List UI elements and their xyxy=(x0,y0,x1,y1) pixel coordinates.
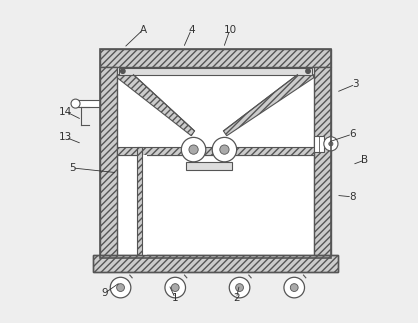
Circle shape xyxy=(120,69,125,73)
Circle shape xyxy=(291,284,298,291)
Bar xyxy=(137,147,143,255)
Text: 5: 5 xyxy=(69,163,76,173)
Circle shape xyxy=(306,69,310,73)
Bar xyxy=(99,49,331,258)
Bar xyxy=(143,155,147,255)
Bar xyxy=(117,67,314,147)
Text: 4: 4 xyxy=(188,25,195,35)
Circle shape xyxy=(110,277,131,298)
Bar xyxy=(186,162,232,170)
Text: 14: 14 xyxy=(59,107,72,117)
Polygon shape xyxy=(117,75,194,136)
Text: 9: 9 xyxy=(101,288,108,298)
Circle shape xyxy=(284,277,305,298)
Bar xyxy=(117,147,314,155)
Text: 6: 6 xyxy=(349,129,355,139)
Text: 3: 3 xyxy=(352,79,359,89)
Circle shape xyxy=(236,284,243,291)
Bar xyxy=(93,255,338,273)
Bar xyxy=(76,100,99,107)
Circle shape xyxy=(117,284,125,291)
Text: B: B xyxy=(362,155,369,165)
Bar xyxy=(314,136,324,152)
Circle shape xyxy=(181,137,206,162)
Text: 10: 10 xyxy=(223,25,237,35)
Circle shape xyxy=(71,99,80,108)
Text: 2: 2 xyxy=(233,293,240,303)
Bar xyxy=(314,67,331,255)
Bar xyxy=(93,255,338,273)
Text: 1: 1 xyxy=(172,293,178,303)
Bar xyxy=(99,49,331,67)
Circle shape xyxy=(324,137,338,151)
Circle shape xyxy=(220,145,229,154)
Bar xyxy=(117,155,314,255)
Polygon shape xyxy=(224,75,314,136)
Circle shape xyxy=(171,284,179,291)
Text: 13: 13 xyxy=(59,132,72,142)
Circle shape xyxy=(165,277,186,298)
Text: 8: 8 xyxy=(349,192,355,202)
Text: A: A xyxy=(140,25,147,35)
Circle shape xyxy=(329,142,333,146)
Circle shape xyxy=(189,145,198,154)
Bar xyxy=(99,67,117,255)
Circle shape xyxy=(229,277,250,298)
Circle shape xyxy=(212,137,237,162)
Bar xyxy=(119,68,312,75)
